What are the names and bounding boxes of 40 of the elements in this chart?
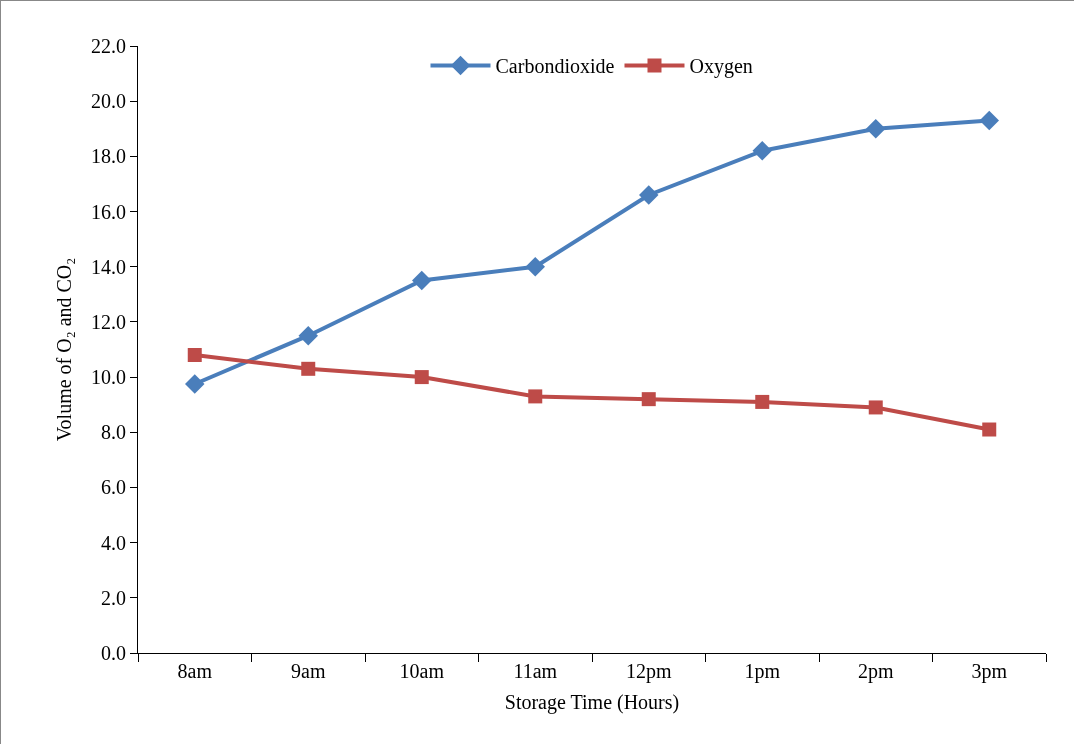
y-tick-label: 22.0: [91, 35, 126, 57]
y-tick-label: 8.0: [101, 421, 126, 444]
y-tick-label: 14.0: [91, 255, 126, 278]
y-tick-label: 10.0: [91, 366, 126, 389]
y-tick-label: 0.0: [101, 642, 126, 664]
x-tick-label: 2pm: [857, 660, 894, 683]
point: [525, 256, 545, 277]
point: [979, 110, 999, 131]
y-tick-label: 2.0: [101, 586, 126, 609]
point: [752, 141, 772, 161]
y-tick-label: 6.0: [101, 476, 126, 499]
point: [528, 389, 543, 404]
x-tick-label: 10am: [399, 660, 445, 682]
point: [982, 422, 997, 437]
x-tick-label: 11am: [513, 660, 558, 682]
point: [639, 185, 659, 205]
y-axis-title: Volume of O₂ and CO₂: [52, 257, 75, 442]
y-tick-label: 12.0: [91, 310, 126, 333]
point: [187, 348, 202, 363]
point: [185, 374, 205, 394]
y-tick-label: 16.0: [91, 200, 126, 223]
point: [641, 392, 656, 407]
x-tick-label: 1pm: [744, 660, 781, 683]
x-tick-label: 3pm: [971, 660, 1008, 683]
x-tick-label: 8am: [177, 660, 213, 682]
legend-label: Carbondioxide: [495, 55, 615, 78]
point: [755, 394, 770, 409]
point: [412, 270, 432, 291]
legend-label: Oxygen: [689, 55, 753, 79]
x-tick-label: 12pm: [625, 660, 672, 683]
point: [301, 361, 316, 376]
point: [866, 119, 886, 139]
point: [298, 325, 318, 346]
point: [868, 400, 883, 415]
point: [414, 370, 429, 385]
y-tick-label: 18.0: [91, 145, 126, 168]
y-tick-label: 4.0: [101, 531, 126, 554]
x-axis-title: Storage Time (Hours): [504, 690, 680, 714]
y-tick-label: 20.0: [91, 90, 126, 113]
x-tick-label: 9am: [291, 660, 326, 682]
